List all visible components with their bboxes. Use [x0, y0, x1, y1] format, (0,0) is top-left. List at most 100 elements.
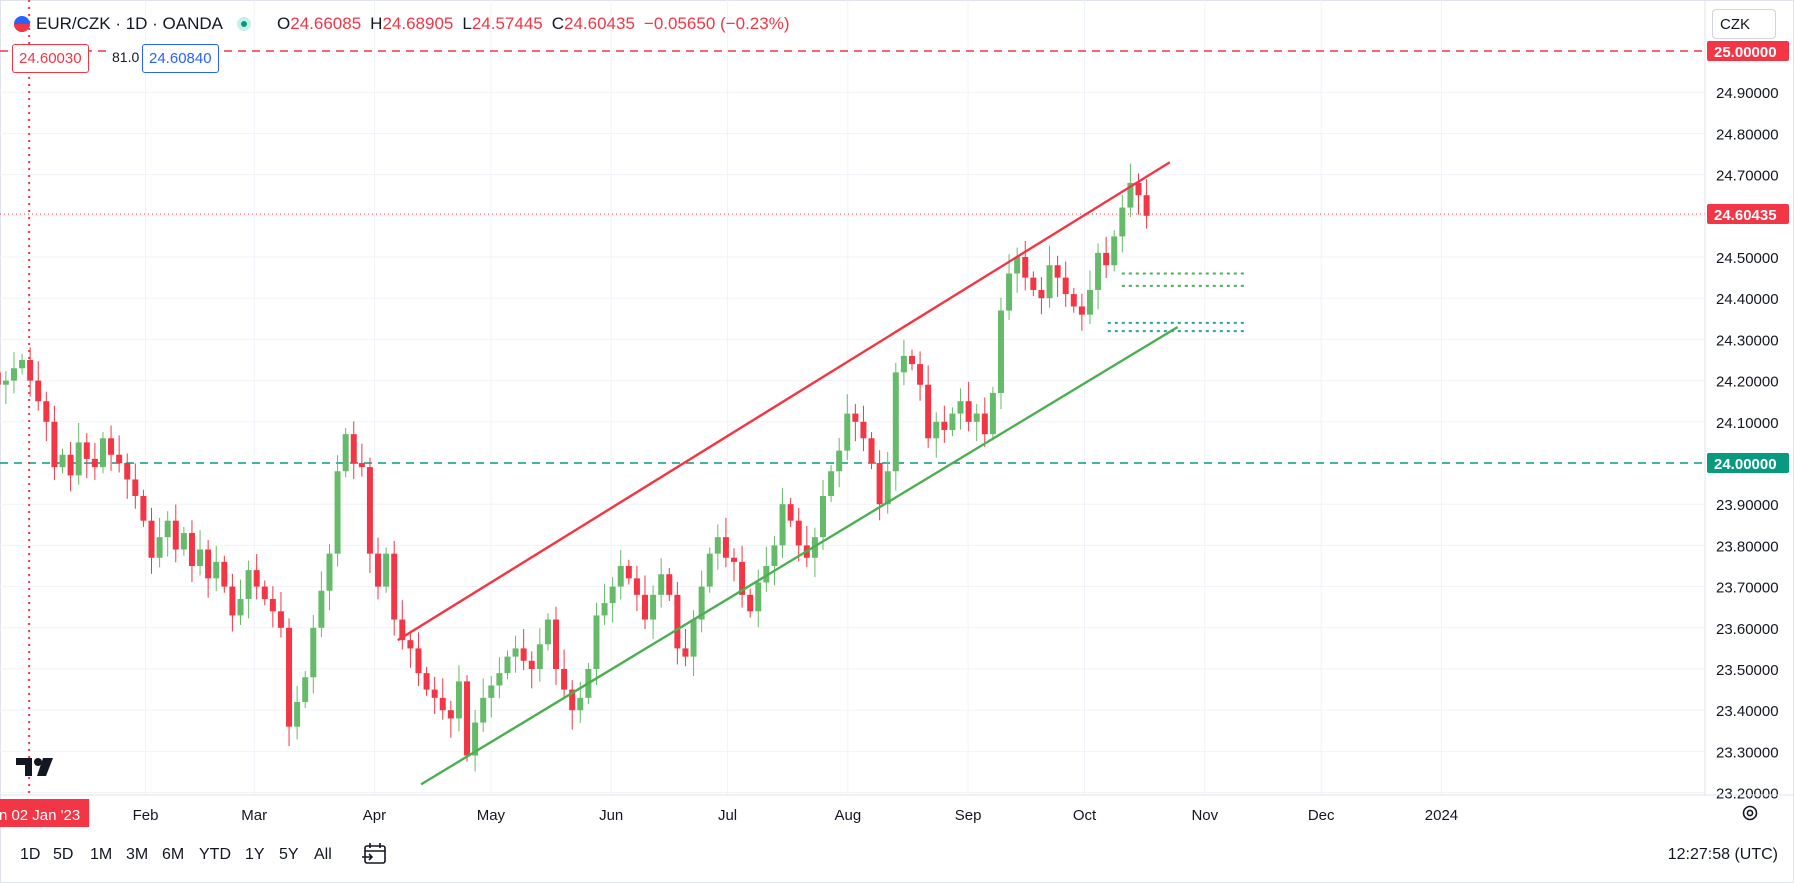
candle-body — [399, 619, 406, 641]
candle-body — [1127, 182, 1134, 208]
candle-body — [261, 586, 268, 599]
symbol-title[interactable]: EUR/CZK · 1D · OANDA — [36, 14, 224, 33]
spread-value: 81.0 — [106, 44, 146, 71]
price-axis[interactable]: 25.0000024.9000024.8000024.7000024.60000… — [1704, 0, 1789, 803]
price-tick-label: 24.50000 — [1716, 250, 1779, 267]
candle-body — [949, 413, 956, 431]
candle-body — [852, 413, 859, 422]
candle-body — [520, 648, 527, 661]
candle-body — [99, 438, 106, 468]
trend-lines[interactable] — [397, 161, 1248, 786]
candle-body — [407, 640, 414, 649]
time-tick-label: Mar — [241, 807, 267, 824]
price-tick-label: 23.60000 — [1716, 621, 1779, 638]
timeframe-1d[interactable]: 1D — [20, 846, 41, 863]
price-tick-label: 24.30000 — [1716, 332, 1779, 349]
time-tick-label: Dec — [1308, 807, 1335, 824]
compare-range-icon[interactable] — [362, 842, 388, 866]
timeframe-3m[interactable]: 3M — [126, 846, 149, 863]
candle-body — [771, 545, 778, 566]
candle-body — [577, 697, 584, 711]
price-tick-label: 24.80000 — [1716, 126, 1779, 143]
tradingview-logo-icon[interactable] — [16, 756, 56, 778]
candle-body — [383, 553, 390, 587]
close-label: C — [551, 14, 565, 33]
candle-body — [722, 537, 729, 558]
timeframe-1m[interactable]: 1M — [90, 846, 113, 863]
utc-clock[interactable]: 12:27:58 (UTC) — [1667, 846, 1778, 863]
time-tick-label: 2024 — [1425, 807, 1458, 824]
candle-body — [1022, 257, 1029, 278]
candle-body — [358, 463, 365, 468]
candle-body — [132, 479, 139, 496]
candle-body — [1062, 277, 1069, 295]
currency-select[interactable]: CZK — [1712, 9, 1776, 39]
candle-body — [75, 442, 82, 476]
candle-body — [269, 598, 276, 612]
status-dot-icon — [237, 17, 252, 31]
candle-body — [172, 520, 179, 550]
support-trend-line — [420, 326, 1179, 786]
candle-body — [391, 553, 398, 620]
candle-body — [957, 401, 964, 414]
candle-body — [674, 594, 681, 649]
crosshair-date-label: Mon 02 Jan '23 — [0, 807, 80, 824]
candle-body — [455, 681, 462, 719]
timeframe-1y[interactable]: 1Y — [245, 846, 265, 863]
last-price-label: 24.60435 — [1714, 207, 1777, 224]
candle-body — [59, 454, 66, 468]
candle-body — [755, 582, 762, 612]
candle-body — [19, 360, 26, 369]
timeframe-5d[interactable]: 5D — [53, 846, 74, 863]
candle-body — [739, 561, 746, 595]
candle-body — [116, 454, 123, 463]
candle-body — [609, 586, 616, 604]
candle-body — [1135, 182, 1142, 196]
time-tick-label: May — [477, 807, 506, 824]
settings-gear-icon[interactable] — [1740, 803, 1760, 823]
candle-body — [310, 627, 317, 678]
candle-body — [375, 553, 382, 587]
open-value: 24.66085 — [290, 14, 362, 33]
low-label: L — [462, 14, 472, 33]
level-label: 25.00000 — [1714, 44, 1777, 61]
candles — [0, 163, 1150, 772]
price-tick-label: 24.40000 — [1716, 291, 1779, 308]
level-label-bg — [1707, 453, 1789, 473]
candle-body — [229, 586, 236, 616]
candle-body — [650, 594, 657, 620]
candle-body — [730, 557, 737, 562]
timeframe-all[interactable]: All — [314, 846, 332, 863]
buy-button[interactable]: 24.60840 — [142, 44, 219, 73]
candle-body — [342, 434, 349, 472]
candle-body — [876, 463, 883, 505]
level-label: 24.00000 — [1714, 456, 1777, 473]
candle-body — [658, 574, 665, 595]
time-tick-label: Oct — [1073, 807, 1097, 824]
timeframe-ytd[interactable]: YTD — [199, 846, 231, 863]
candle-body — [277, 611, 284, 628]
candle-body — [714, 537, 721, 554]
sell-button[interactable]: 24.60030 — [12, 44, 89, 73]
timeframe-6m[interactable]: 6M — [162, 846, 185, 863]
time-tick-label: Sep — [955, 807, 982, 824]
candle-body — [334, 471, 341, 554]
legend-header: EUR/CZK · 1D · OANDA O 24.66085 H 24.68905… — [14, 12, 798, 36]
time-axis[interactable]: Feb Mar Apr May Jun Jul Aug Sep Oct Nov Dec 2024 Mon… — [0, 794, 1794, 827]
candle-body — [318, 590, 325, 628]
timeframe-5y[interactable]: 5Y — [279, 846, 299, 863]
candle-body — [1119, 207, 1126, 237]
candle-body — [1054, 265, 1061, 278]
candle-body — [10, 368, 17, 381]
last-price-label-bg — [1707, 204, 1789, 225]
candle-body — [900, 355, 907, 373]
candle-body — [447, 710, 454, 719]
candle-body — [989, 392, 996, 435]
candle-body — [423, 673, 430, 690]
candle-body — [925, 384, 932, 439]
time-tick-label: Jun — [599, 807, 623, 824]
candle-body — [1103, 252, 1110, 266]
candle-body — [528, 660, 535, 669]
candle-body — [601, 603, 608, 616]
